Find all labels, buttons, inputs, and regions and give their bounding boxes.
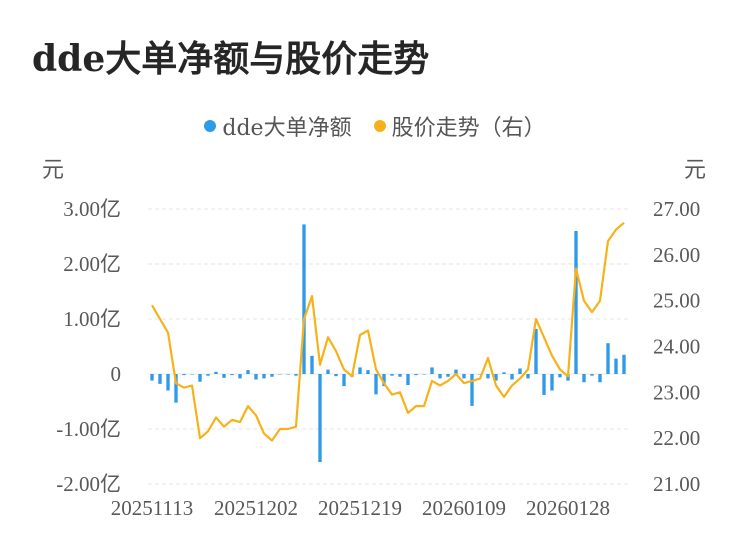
dde-bar bbox=[262, 374, 266, 379]
x-tick-label: 20251219 bbox=[318, 496, 402, 520]
y-right-tick-label: 23.00 bbox=[653, 380, 700, 404]
dde-bar bbox=[574, 231, 578, 374]
legend-marker-bar bbox=[204, 120, 217, 132]
dde-bar bbox=[398, 374, 402, 377]
dde-bar bbox=[158, 374, 162, 384]
legend: dde大单净额 股价走势（右） bbox=[0, 110, 750, 142]
dde-bar bbox=[326, 369, 330, 374]
dde-bar bbox=[406, 374, 410, 385]
x-tick-label: 20251202 bbox=[214, 496, 298, 520]
dde-bar bbox=[254, 374, 258, 380]
x-axis-labels: 20251113 20251202 20251219 20260109 20260128 bbox=[111, 496, 610, 520]
legend-label-price: 股价走势（右） bbox=[391, 116, 546, 141]
dde-bar bbox=[486, 374, 490, 379]
dde-bar bbox=[598, 374, 602, 383]
y-right-tick-label: 21.00 bbox=[653, 472, 700, 496]
price-line bbox=[151, 221, 625, 442]
dde-bar bbox=[182, 374, 186, 376]
dde-bar bbox=[390, 374, 394, 376]
dde-bar bbox=[366, 370, 370, 374]
dde-bar bbox=[302, 224, 306, 374]
y-right-tick-label: 22.00 bbox=[653, 426, 700, 450]
dde-bar bbox=[206, 374, 210, 376]
y-left-tick-label: 3.00亿 bbox=[63, 197, 121, 221]
x-tick-label: 20260128 bbox=[526, 496, 610, 520]
dde-bar bbox=[342, 374, 346, 387]
dde-bar bbox=[622, 354, 626, 374]
dde-bar bbox=[614, 358, 618, 374]
dde-bar bbox=[382, 374, 386, 387]
dde-bars bbox=[150, 224, 626, 462]
dde-bar bbox=[214, 371, 218, 374]
y-left-tick-label: -2.00亿 bbox=[56, 472, 121, 496]
dde-bar bbox=[590, 374, 594, 376]
dde-bar bbox=[422, 374, 426, 375]
y-left-axis-labels: 3.00亿 2.00亿 1.00亿 0 -1.00亿 -2.00亿 bbox=[56, 197, 121, 496]
dde-bar bbox=[430, 367, 434, 374]
y-right-tick-label: 25.00 bbox=[653, 289, 700, 313]
dde-bar bbox=[190, 374, 194, 375]
y-left-tick-label: 0 bbox=[111, 362, 122, 386]
y-left-tick-label: 1.00亿 bbox=[63, 307, 121, 331]
chart-title: dde大单净额与股价走势 bbox=[32, 38, 430, 80]
y-left-tick-label: 2.00亿 bbox=[63, 252, 121, 276]
dde-bar bbox=[230, 374, 234, 376]
dde-bar bbox=[454, 369, 458, 374]
legend-label-dde: dde大单净额 bbox=[222, 116, 352, 141]
dde-bar bbox=[286, 374, 290, 375]
dde-bar bbox=[526, 374, 530, 379]
x-tick-label: 20260109 bbox=[422, 496, 506, 520]
dde-bar bbox=[494, 374, 498, 381]
dde-bar bbox=[582, 374, 586, 383]
dde-bar bbox=[166, 374, 170, 391]
dde-bar bbox=[510, 374, 514, 380]
gridlines bbox=[148, 208, 628, 485]
dde-bar bbox=[462, 374, 466, 379]
legend-item-price[interactable]: 股价走势（右） bbox=[373, 110, 546, 142]
y-left-unit: 元 bbox=[42, 158, 64, 183]
dde-bar bbox=[438, 374, 442, 379]
dde-bar bbox=[470, 374, 474, 406]
dde-bar bbox=[150, 374, 154, 381]
dde-bar bbox=[278, 374, 282, 375]
dde-bar bbox=[238, 374, 242, 379]
x-tick-label: 20251113 bbox=[111, 496, 193, 520]
dde-bar bbox=[542, 374, 546, 395]
dde-bar bbox=[174, 374, 178, 403]
dde-bar bbox=[270, 374, 274, 377]
dde-bar bbox=[318, 374, 322, 462]
legend-item-dde[interactable]: dde大单净额 bbox=[204, 110, 352, 142]
dde-bar bbox=[246, 370, 250, 374]
y-right-tick-label: 27.00 bbox=[653, 197, 700, 221]
legend-marker-line bbox=[373, 120, 386, 132]
dde-bar bbox=[310, 355, 314, 374]
dde-bar bbox=[294, 374, 298, 376]
dde-bar bbox=[222, 374, 226, 378]
dde-bar bbox=[374, 374, 378, 395]
dde-bar bbox=[414, 374, 418, 376]
dde-bar bbox=[558, 374, 562, 378]
dde-bar bbox=[518, 368, 522, 374]
dde-bar bbox=[606, 343, 610, 374]
y-right-tick-label: 24.00 bbox=[653, 335, 700, 359]
dde-bar bbox=[534, 328, 538, 374]
y-right-axis-labels: 27.00 26.00 25.00 24.00 23.00 22.00 21.00 bbox=[653, 197, 700, 496]
dde-bar bbox=[502, 372, 506, 374]
y-left-tick-label: -1.00亿 bbox=[56, 417, 121, 441]
dde-bar bbox=[334, 374, 338, 377]
dde-bar bbox=[446, 374, 450, 377]
dde-bar bbox=[198, 374, 202, 382]
dde-bar bbox=[358, 367, 362, 374]
y-right-tick-label: 26.00 bbox=[653, 243, 700, 267]
y-right-unit: 元 bbox=[684, 158, 706, 183]
dde-bar bbox=[478, 374, 482, 375]
dde-bar bbox=[550, 374, 554, 391]
